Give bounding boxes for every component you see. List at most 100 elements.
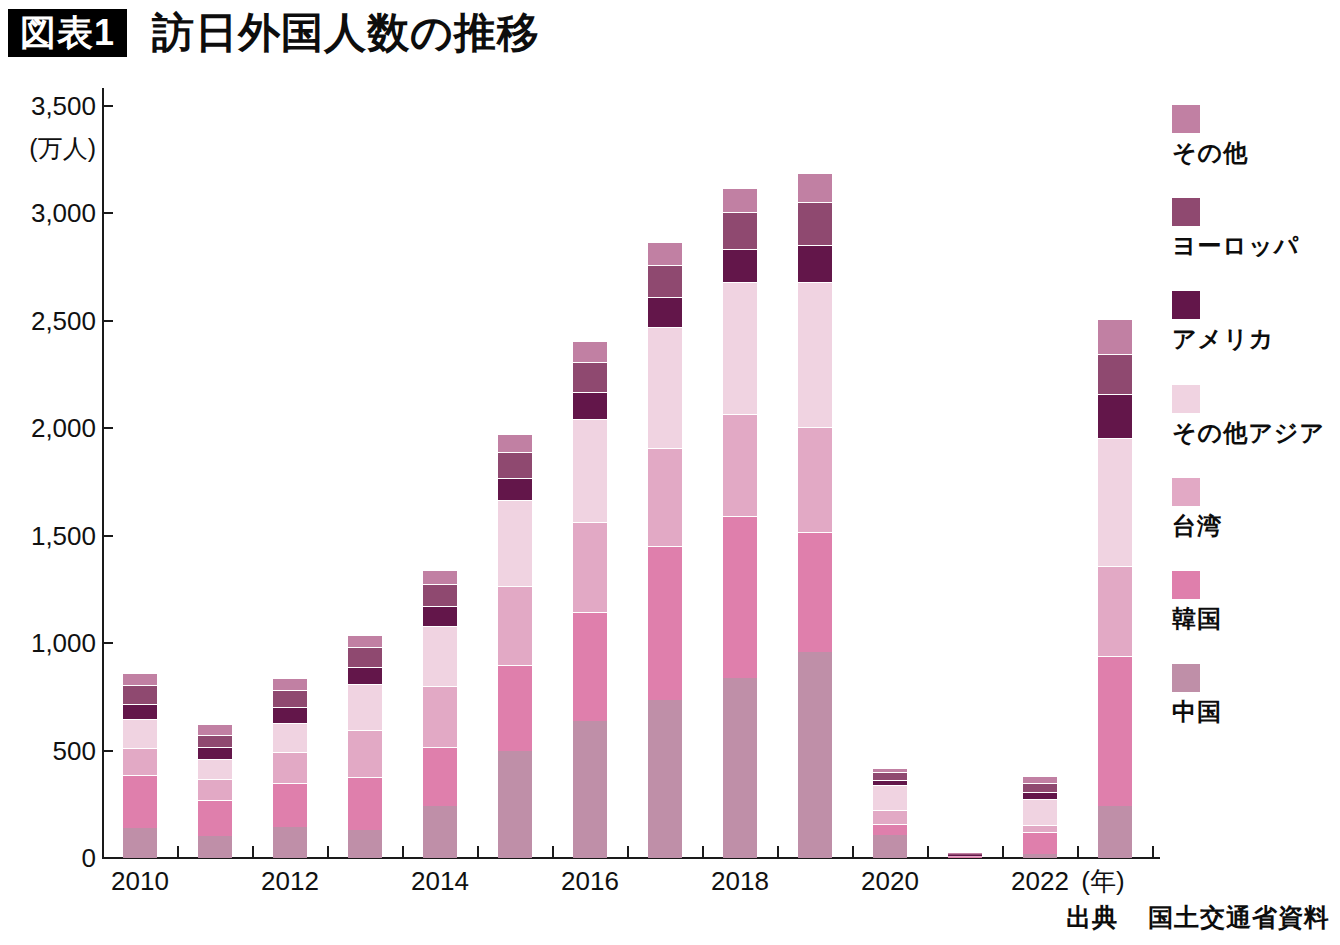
legend-label: 韓国 — [1172, 603, 1222, 635]
bar-segment-2014-その他 — [423, 570, 457, 584]
x-tick-label: 2010 — [95, 866, 185, 896]
bar-segment-2016-アメリカ — [573, 392, 607, 419]
bar-segment-2023-その他アジア — [1098, 438, 1132, 566]
bar-segment-2014-韓国 — [423, 747, 457, 806]
bar-segment-2014-台湾 — [423, 686, 457, 747]
source-note: 出典 国土交通省資料 — [1066, 901, 1330, 934]
bar-segment-2017-ヨーロッパ — [648, 265, 682, 298]
bar-segment-2015-その他 — [498, 434, 532, 452]
legend-swatch-icon — [1172, 571, 1200, 599]
bar-segment-2018-その他 — [723, 188, 757, 212]
y-tick-label: 0 — [0, 843, 96, 873]
bar-segment-2012-韓国 — [273, 783, 307, 827]
legend-label: ヨーロッパ — [1172, 230, 1299, 262]
x-tick-mark — [252, 846, 254, 858]
y-tick-mark — [103, 427, 113, 429]
y-tick-mark — [103, 320, 113, 322]
bar-segment-2014-中国 — [423, 806, 457, 858]
bar-segment-2020-その他アジア — [873, 785, 907, 810]
bar-segment-2016-中国 — [573, 721, 607, 858]
bar-segment-2015-台湾 — [498, 586, 532, 665]
bar-segment-2010-韓国 — [123, 775, 157, 827]
bar-segment-2022-台湾 — [1023, 825, 1057, 832]
bar-segment-2021-その他アジア — [948, 855, 982, 857]
legend-swatch-icon — [1172, 291, 1200, 319]
bar-segment-2017-台湾 — [648, 448, 682, 546]
bar-segment-2020-韓国 — [873, 824, 907, 835]
legend-entry-台湾: 台湾 — [1172, 478, 1337, 540]
bar-segment-2010-台湾 — [123, 748, 157, 775]
bar-segment-2022-中国 — [1023, 854, 1057, 858]
bar-segment-2010-アメリカ — [123, 704, 157, 720]
bar-segment-2021-ヨーロッパ — [948, 853, 982, 855]
bar-segment-2018-台湾 — [723, 414, 757, 516]
legend-entry-アメリカ: アメリカ — [1172, 291, 1337, 353]
bar-segment-2022-その他アジア — [1023, 799, 1057, 825]
x-tick-mark — [777, 846, 779, 858]
bar-segment-2023-アメリカ — [1098, 394, 1132, 438]
bar-segment-2019-その他アジア — [798, 282, 832, 427]
bar-segment-2011-中国 — [198, 836, 232, 858]
bar-segment-2022-アメリカ — [1023, 792, 1057, 799]
bar-segment-2020-台湾 — [873, 810, 907, 825]
bar-segment-2017-アメリカ — [648, 297, 682, 326]
bar-segment-2018-その他アジア — [723, 282, 757, 414]
bar-segment-2015-中国 — [498, 751, 532, 858]
y-tick-mark — [103, 212, 113, 214]
legend-swatch-icon — [1172, 105, 1200, 133]
legend-label: アメリカ — [1172, 323, 1274, 355]
y-axis-unit: (万人) — [0, 133, 96, 163]
bar-segment-2020-その他 — [873, 769, 907, 771]
bar-segment-2015-韓国 — [498, 665, 532, 751]
bar-segment-2019-韓国 — [798, 532, 832, 652]
bar-segment-2012-ヨーロッパ — [273, 690, 307, 707]
y-tick-label: 2,500 — [0, 306, 96, 336]
bar-segment-2016-台湾 — [573, 522, 607, 612]
bar-segment-2018-韓国 — [723, 516, 757, 678]
bar-segment-2010-その他 — [123, 673, 157, 685]
bar-segment-2011-アメリカ — [198, 747, 232, 759]
chart-figure: 図表1 訪日外国人数の推移 (万人) 05001,0001,5002,0002,… — [0, 0, 1340, 945]
figure-title: 訪日外国人数の推移 — [152, 5, 540, 61]
bar-segment-2022-その他 — [1023, 776, 1057, 783]
bar-segment-2019-その他 — [798, 173, 832, 202]
bar-segment-2011-韓国 — [198, 800, 232, 836]
legend-label: その他 — [1172, 137, 1248, 169]
bar-segment-2012-その他 — [273, 678, 307, 690]
bar-segment-2017-その他アジア — [648, 327, 682, 449]
y-tick-label: 3,000 — [0, 198, 96, 228]
bar-segment-2013-台湾 — [348, 730, 382, 777]
bar-segment-2014-アメリカ — [423, 606, 457, 625]
x-tick-mark — [177, 846, 179, 858]
source-text: 国土交通省資料 — [1148, 903, 1330, 931]
bar-segment-2013-その他 — [348, 635, 382, 647]
bar-segment-2015-その他アジア — [498, 500, 532, 585]
source-prefix: 出典 — [1066, 903, 1118, 931]
bar-segment-2017-その他 — [648, 242, 682, 265]
x-tick-label: 2018 — [695, 866, 785, 896]
x-tick-mark — [402, 846, 404, 858]
legend-entry-韓国: 韓国 — [1172, 571, 1337, 633]
y-tick-mark — [103, 105, 113, 107]
bar-segment-2013-その他アジア — [348, 684, 382, 730]
legend-swatch-icon — [1172, 385, 1200, 413]
legend-swatch-icon — [1172, 198, 1200, 226]
x-axis-unit: (年) — [1068, 866, 1138, 896]
bar-segment-2016-その他 — [573, 341, 607, 361]
bar-segment-2011-その他アジア — [198, 759, 232, 779]
bar-segment-2019-中国 — [798, 652, 832, 858]
bar-segment-2023-韓国 — [1098, 656, 1132, 806]
y-tick-mark — [103, 535, 113, 537]
bar-segment-2013-中国 — [348, 830, 382, 858]
legend-entry-その他: その他 — [1172, 105, 1337, 167]
y-tick-mark — [103, 750, 113, 752]
bar-segment-2017-韓国 — [648, 546, 682, 699]
x-tick-mark — [1077, 846, 1079, 858]
bar-segment-2018-中国 — [723, 678, 757, 858]
y-tick-label: 2,000 — [0, 413, 96, 443]
bar-segment-2023-その他 — [1098, 319, 1132, 353]
bar-segment-2022-ヨーロッパ — [1023, 783, 1057, 793]
legend-label: 台湾 — [1172, 510, 1222, 542]
bar-segment-2020-アメリカ — [873, 780, 907, 785]
bar-segment-2019-アメリカ — [798, 245, 832, 282]
